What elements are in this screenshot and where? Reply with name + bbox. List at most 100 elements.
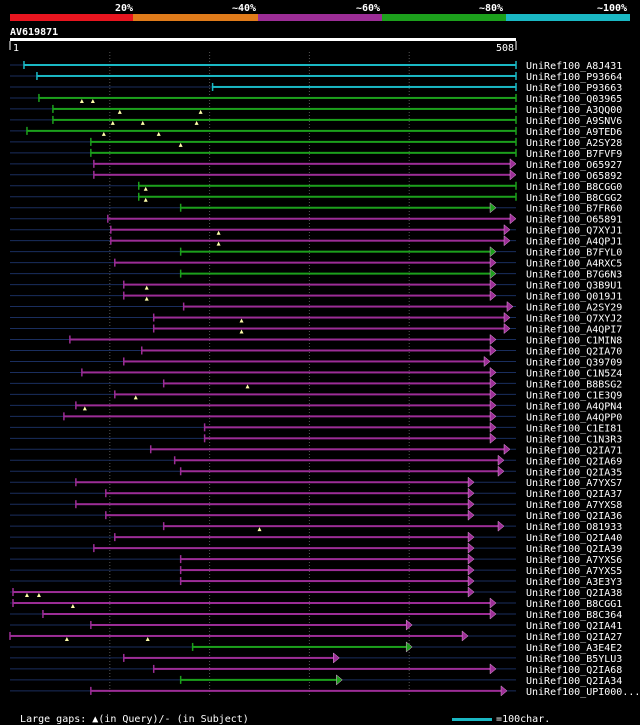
hit-row: UniRef100_C1N5Z4 — [10, 366, 622, 379]
hit-label: UniRef100_Q2IA34 — [526, 676, 622, 687]
hit-row: UniRef100_Q3B9U1 — [10, 279, 622, 292]
hit-row: UniRef100_Q2IA39 — [10, 542, 622, 555]
hit-row: UniRef100_A4QPN4 — [10, 399, 622, 412]
hit-label: UniRef100_Q2IA36 — [526, 511, 622, 522]
hit-bar — [42, 613, 492, 615]
hit-arrow — [503, 322, 511, 335]
hit-arrow — [489, 377, 497, 389]
hit-bar — [105, 514, 470, 517]
hit-bar — [10, 634, 464, 637]
hit-label: UniRef100_A2SY29 — [526, 303, 622, 314]
hit-bar — [180, 272, 492, 275]
legend-label: ~40% — [232, 3, 256, 14]
hit-label: UniRef100_A9SNV6 — [526, 116, 622, 127]
hit-arrow — [500, 685, 508, 697]
hit-label: UniRef100_Q2IA69 — [526, 456, 622, 467]
axis-end-label: 508 — [496, 43, 514, 54]
hit-bar — [38, 96, 516, 99]
hit-bar — [90, 151, 516, 154]
hit-row: UniRef100_C1MIN8 — [10, 333, 622, 347]
hit-row: UniRef100_Q2IA68 — [10, 663, 622, 676]
hit-bar — [114, 536, 470, 539]
query-gap-marker — [145, 636, 150, 641]
hit-row: UniRef100_Q2IA41 — [10, 619, 622, 632]
hit-label: UniRef100_A7YXS7 — [526, 478, 622, 489]
query-gap-marker — [79, 98, 84, 103]
hit-row: UniRef100_A7YXS7 — [10, 476, 622, 489]
hit-bar — [105, 492, 470, 495]
query-gap-marker — [82, 406, 87, 411]
hit-arrow — [467, 476, 475, 488]
axis-start-label: 1 — [13, 43, 19, 54]
hit-label: UniRef100_Q2IA39 — [526, 544, 622, 555]
hit-row: UniRef100_P93663 — [10, 82, 622, 94]
hit-bar — [123, 360, 486, 363]
hit-label: UniRef100_A7YXS8 — [526, 500, 622, 511]
hit-bar — [183, 305, 509, 308]
hit-row: UniRef100_A9TED6 — [10, 126, 622, 138]
hit-bar — [123, 656, 335, 659]
scale-legend: =100char. — [440, 703, 550, 725]
hit-label: UniRef100_Q2IA41 — [526, 621, 622, 632]
hit-label: UniRef100_B8CGG0 — [526, 182, 622, 193]
hit-label: UniRef100_B5YLU3 — [526, 654, 622, 665]
hit-row: UniRef100_O65891 — [10, 213, 622, 226]
hit-row: UniRef100_C1N3R3 — [10, 432, 622, 445]
hit-bar — [123, 283, 492, 286]
hit-row: UniRef100_B7FR60 — [10, 202, 622, 215]
query-gap-marker — [64, 636, 69, 641]
query-gap-marker — [133, 395, 138, 400]
hit-label: UniRef100_B8BSG2 — [526, 379, 622, 390]
hit-row: UniRef100_A9SNV6 — [10, 115, 622, 127]
hit-bar — [107, 217, 512, 220]
hit-bar — [75, 481, 470, 484]
hit-label: UniRef100_Q2IA37 — [526, 489, 622, 500]
hit-arrow — [405, 641, 413, 653]
hit-bar — [204, 426, 492, 429]
hit-row: UniRef100_Q2IA27 — [9, 630, 622, 643]
hit-row: UniRef100_O65927 — [10, 158, 622, 171]
hit-row: UniRef100_A3E3Y3 — [10, 575, 622, 588]
query-gap-marker — [198, 109, 203, 114]
hit-arrow — [467, 575, 475, 587]
hit-arrow — [489, 246, 497, 258]
gaps-label: Large gaps: ▲(in Query)/- (in Subject) — [20, 714, 249, 725]
hit-row: UniRef100_B7FYL0 — [10, 246, 622, 259]
hit-label: UniRef100_P93664 — [526, 72, 622, 83]
hit-row: UniRef100_O81933 — [10, 520, 622, 533]
query-gap-marker — [144, 296, 149, 301]
hit-label: UniRef100_C1E3Q9 — [526, 390, 622, 401]
legend-label: 20% — [115, 3, 133, 14]
hit-row: UniRef100_A3QQ00 — [10, 104, 622, 116]
hit-row: UniRef100_B8C364 — [10, 608, 622, 621]
hit-label: UniRef100_A7YXS6 — [526, 555, 622, 566]
hit-bar — [110, 239, 506, 242]
hit-arrow — [489, 410, 497, 422]
hit-label: UniRef100_B7FYL0 — [526, 248, 622, 259]
hit-label: UniRef100_A4QPP0 — [526, 412, 622, 423]
hit-bar — [75, 404, 492, 407]
hit-bar — [123, 294, 492, 297]
hit-arrow — [497, 454, 505, 466]
hit-arrow — [467, 487, 475, 499]
hit-label: UniRef100_Q03965 — [526, 94, 622, 105]
hit-bar — [174, 459, 500, 462]
hit-row: UniRef100_Q2IA35 — [10, 465, 622, 478]
hit-label: UniRef100_C1MIN8 — [526, 336, 622, 347]
hit-label: UniRef100_Q2IA27 — [526, 632, 622, 643]
hit-arrow — [497, 520, 505, 532]
hit-bar — [192, 645, 408, 648]
hit-label: UniRef100_O65892 — [526, 171, 622, 182]
hit-label: UniRef100_O65891 — [526, 215, 622, 226]
hit-arrow — [506, 301, 514, 313]
hit-bar — [138, 195, 517, 198]
hit-label: UniRef100_O65927 — [526, 160, 622, 171]
hit-arrow — [497, 465, 505, 477]
query-gap-marker — [143, 186, 148, 191]
hit-bar — [163, 525, 500, 528]
hit-arrow — [489, 421, 497, 433]
alignment-chart: 20% ~40% ~60% ~80% ~100% AV619871 1 508 UniRef… — [9, 3, 640, 698]
hit-row: UniRef100_Q2IA37 — [10, 487, 622, 500]
query-gap-marker — [101, 131, 106, 136]
query-gap-marker — [70, 604, 75, 609]
